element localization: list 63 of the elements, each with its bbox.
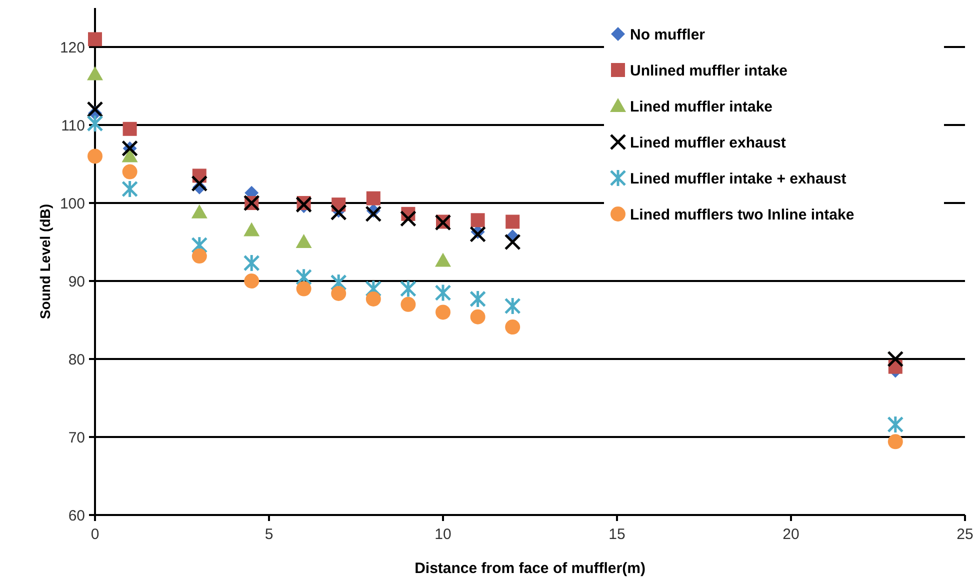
point: [434, 283, 452, 302]
point: [504, 296, 521, 316]
y-tick-label: 70: [68, 429, 85, 446]
point: [243, 254, 260, 272]
x-tick-label: 15: [608, 526, 626, 543]
point: [400, 296, 416, 312]
point: [191, 175, 208, 192]
point: [330, 204, 347, 221]
point: [244, 222, 260, 236]
point: [122, 148, 138, 162]
point: [470, 213, 485, 228]
point: [296, 268, 312, 286]
x-tick-label: 10: [434, 526, 452, 543]
x-axis-title: Distance from face of muffler(m): [414, 560, 646, 577]
y-axis-title: Sound Level (dB): [37, 204, 53, 320]
point: [505, 320, 520, 335]
point: [888, 434, 903, 450]
point: [244, 274, 260, 288]
y-tick-label: 110: [61, 117, 85, 134]
point: [122, 164, 138, 180]
point: [86, 114, 104, 133]
y-tick-label: 100: [60, 195, 85, 212]
point: [87, 66, 103, 80]
y-tick-label: 60: [68, 507, 85, 524]
x-tick-label: 25: [956, 526, 974, 543]
point: [191, 236, 208, 254]
legend-label: Lined muffler exhaust: [630, 134, 786, 152]
point: [366, 191, 380, 206]
point: [330, 273, 347, 292]
point: [470, 290, 486, 308]
point: [296, 281, 312, 296]
point: [366, 291, 381, 306]
point: [191, 204, 208, 218]
point: [122, 122, 137, 136]
x-tick-label: 5: [264, 526, 274, 543]
legend-label: No muffler: [630, 26, 706, 44]
y-tick-label: 80: [68, 351, 85, 368]
point: [887, 415, 904, 434]
legend-label: Lined muffler intake + exhaust: [630, 170, 846, 188]
point: [331, 286, 346, 301]
point: [365, 206, 382, 222]
point: [296, 234, 312, 248]
x-tick-label: 0: [90, 526, 100, 543]
point: [88, 148, 102, 164]
y-tick-label: 120: [60, 39, 85, 56]
point: [887, 350, 904, 368]
point: [506, 214, 520, 229]
legend-label: Lined muffler intake: [630, 98, 773, 116]
point: [470, 309, 486, 324]
point: [400, 280, 416, 298]
point: [88, 32, 102, 46]
point: [436, 304, 450, 320]
point: [192, 248, 207, 264]
legend-label: Lined mufflers two Inline intake: [630, 206, 854, 224]
x-tick-label: 20: [782, 526, 800, 543]
point: [470, 226, 486, 242]
point: [504, 234, 521, 250]
point: [296, 196, 312, 213]
point: [435, 252, 451, 267]
point: [400, 210, 416, 227]
legend-label: Unlined muffler intake: [630, 62, 788, 80]
y-tick-label: 90: [68, 273, 85, 290]
point: [122, 180, 138, 198]
